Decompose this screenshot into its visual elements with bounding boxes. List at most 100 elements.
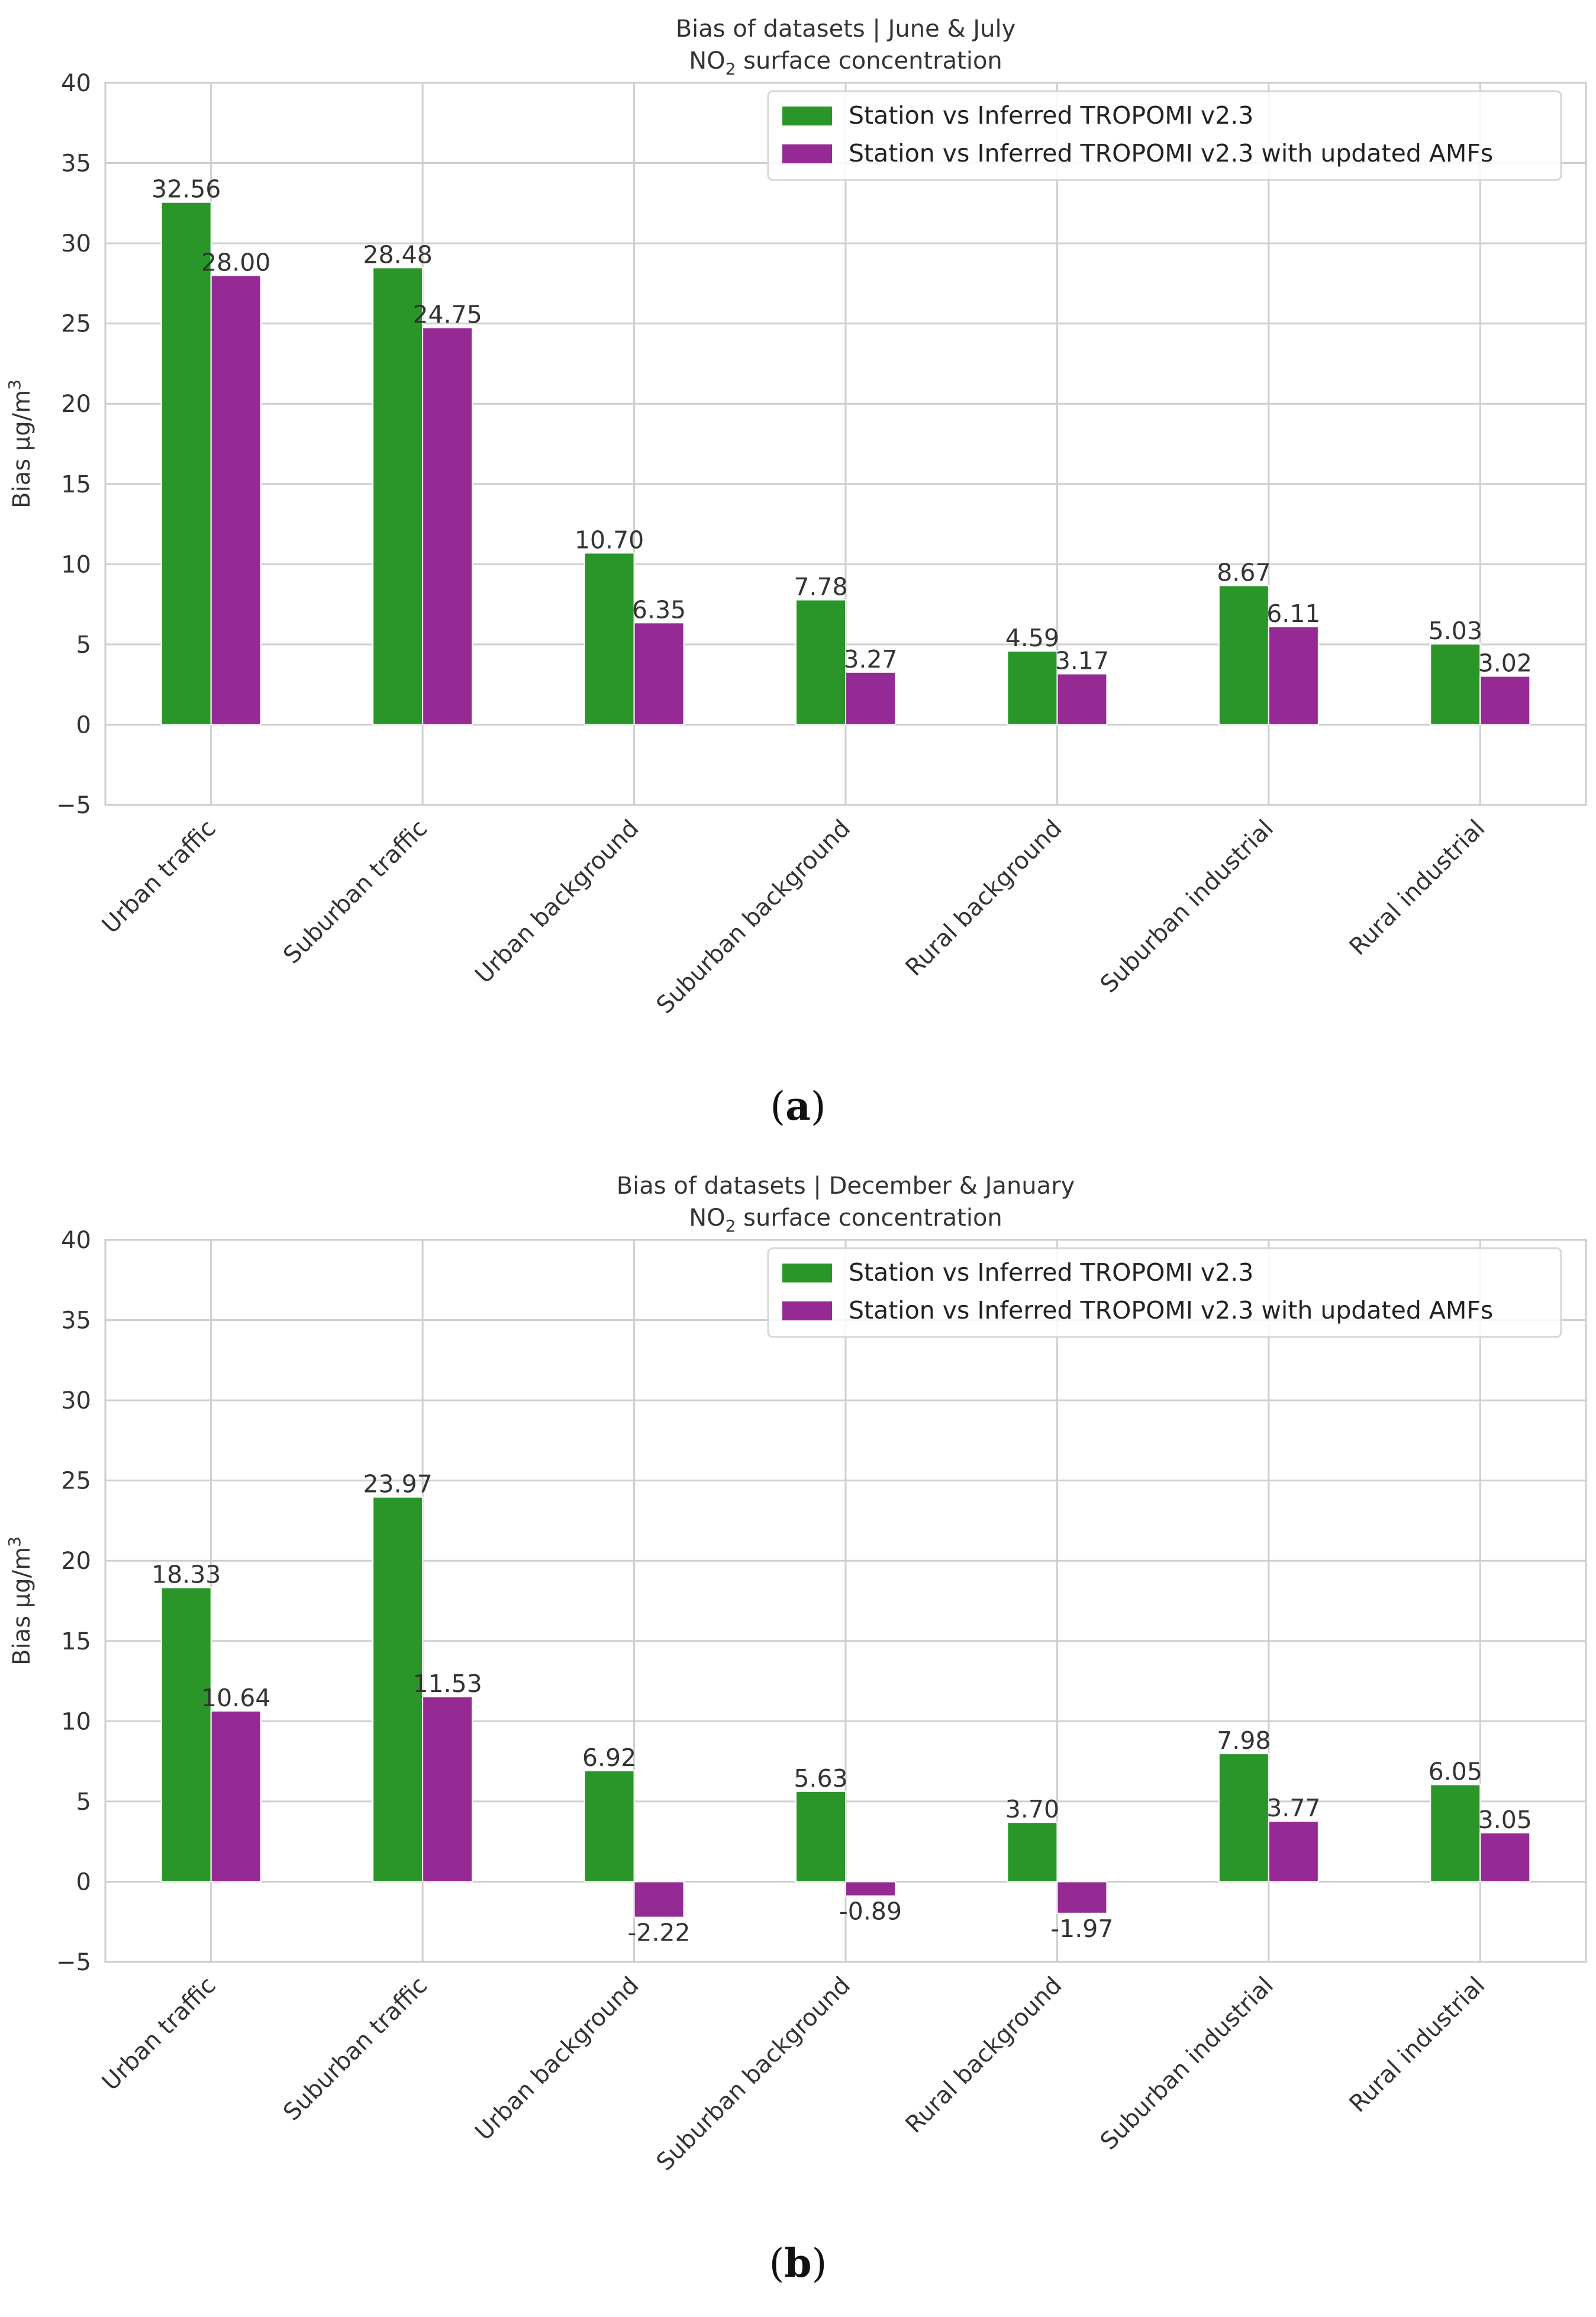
chart-1-bar-s1-0	[210, 1710, 262, 1883]
chart-1-bar-s0-0	[160, 1587, 212, 1883]
chart-1-bar-s0-6	[1430, 1784, 1481, 1883]
chart-1-value-label-s1-4: -1.97	[1050, 1915, 1113, 1943]
chart-1-legend-label-1: Station vs Inferred TROPOMI v2.3 with up…	[849, 1296, 1493, 1325]
panel-label-a: (a)	[770, 1083, 826, 1129]
chart-panel-a: Bias of datasets | June & July NO2 surfac…	[5, 15, 1587, 1129]
chart-0-bar-s1-0	[210, 275, 262, 726]
chart-0-legend	[767, 90, 1562, 181]
chart-1-subtitle: NO2 surface concentration	[689, 1204, 1002, 1236]
chart-1-bar-s0-1	[372, 1496, 424, 1883]
chart-1-title: Bias of datasets | December & January	[617, 1172, 1075, 1200]
chart-1-legend-swatch-1	[782, 1301, 832, 1320]
chart-0-value-label-s1-2: 6.35	[632, 595, 686, 624]
panel-label-b-letter: b	[784, 2240, 812, 2286]
chart-1-value-label-s0-3: 5.63	[794, 1764, 847, 1793]
chart-0-value-label-s0-4: 4.59	[1005, 624, 1059, 652]
chart-0-value-label-s0-2: 10.70	[575, 526, 644, 554]
chart-1-ytick-label: 10	[61, 1708, 91, 1735]
chart-1-xtick-label-0: Urban traffic	[97, 1972, 221, 2096]
chart-0-bar-s0-5	[1218, 585, 1269, 726]
chart-0-bar-s0-6	[1430, 643, 1481, 726]
chart-1-bar-s1-1	[422, 1696, 473, 1883]
chart-1-value-label-s1-2: -2.22	[628, 1919, 691, 1947]
chart-1-ytick-label: 35	[61, 1307, 91, 1335]
chart-0-legend-label-1: Station vs Inferred TROPOMI v2.3 with up…	[849, 139, 1493, 167]
chart-0-value-label-s0-6: 5.03	[1429, 617, 1482, 645]
chart-1-ytick-label: 0	[76, 1868, 91, 1896]
chart-1-value-label-s0-6: 6.05	[1429, 1757, 1482, 1786]
chart-1-value-label-s1-1: 11.53	[412, 1670, 482, 1698]
chart-0-bar-s0-0	[160, 201, 212, 726]
chart-1-xtick-label-2: Urban background	[470, 1972, 644, 2146]
chart-1-legend-swatch-0	[782, 1264, 832, 1282]
chart-0-value-label-s0-0: 32.56	[151, 175, 221, 204]
chart-0-ytick-label: 35	[61, 150, 91, 178]
chart-panel-b: Bias of datasets | December & January NO2…	[0, 1157, 1596, 2317]
chart-1-bar-s1-4	[1056, 1881, 1108, 1914]
chart-0-legend-label-0: Station vs Inferred TROPOMI v2.3	[849, 101, 1253, 130]
chart-0-ytick-label: 10	[61, 551, 91, 578]
chart-0-value-label-s1-4: 3.17	[1055, 647, 1109, 675]
chart-1-value-label-s0-0: 18.33	[151, 1560, 221, 1588]
chart-0-legend-swatch-1	[782, 144, 832, 163]
chart-1-xtick-label-1: Suburban traffic	[278, 1972, 433, 2126]
chart-0-ytick-label: 25	[61, 311, 91, 338]
chart-0-bar-s0-1	[372, 267, 424, 726]
chart-1-ytick-label: 30	[61, 1387, 91, 1414]
chart-1-bar-s0-3	[795, 1790, 846, 1883]
chart-0-bar-s1-3	[845, 671, 896, 726]
chart-1-xtick-label-4: Rural background	[901, 1972, 1068, 2139]
chart-0-value-label-s1-3: 3.27	[843, 645, 897, 673]
chart-0-xtick-label-0: Urban traffic	[97, 815, 221, 939]
chart-0-xtick-label-5: Suburban industrial	[1095, 815, 1279, 998]
chart-0-xtick-label-4: Rural background	[901, 815, 1068, 982]
chart-0-ytick-label: 0	[76, 711, 91, 739]
chart-1-bar-s1-3	[845, 1881, 896, 1897]
chart-0-value-label-s1-6: 3.02	[1478, 649, 1532, 678]
chart-1-ylabel: Bias μg/m3	[5, 1536, 36, 1665]
chart-0-title: Bias of datasets | June & July	[676, 15, 1016, 43]
chart-1-value-label-s0-4: 3.70	[1005, 1795, 1059, 1823]
chart-1-value-label-s0-1: 23.97	[363, 1470, 432, 1499]
chart-1-ytick-label: 40	[61, 1227, 91, 1254]
chart-1-legend-label-0: Station vs Inferred TROPOMI v2.3	[849, 1258, 1253, 1287]
chart-0-bar-s0-2	[583, 552, 635, 726]
panel-label-a-letter: a	[785, 1083, 811, 1129]
chart-0-ylabel: Bias μg/m3	[5, 379, 36, 508]
chart-0-subtitle: NO2 surface concentration	[689, 47, 1002, 79]
chart-a-svg: Bias of datasets | June & July NO2 surfac…	[5, 15, 1587, 1019]
panel-label-b: (b)	[769, 2240, 827, 2286]
chart-1-value-label-s1-6: 3.05	[1478, 1806, 1532, 1834]
chart-0-xtick-label-2: Urban background	[470, 815, 644, 989]
chart-0-value-label-s1-5: 6.11	[1266, 600, 1320, 628]
chart-0-ytick-label: −5	[56, 792, 91, 819]
chart-0-xtick-label-1: Suburban traffic	[278, 815, 433, 969]
chart-1-bar-s1-2	[633, 1881, 685, 1918]
chart-1-ytick-label: −5	[56, 1949, 91, 1976]
chart-0-bar-s1-1	[422, 327, 473, 726]
chart-0-bar-s1-4	[1056, 673, 1108, 726]
chart-0-value-label-s1-0: 28.00	[201, 248, 270, 276]
chart-0-bar-s1-6	[1479, 675, 1531, 726]
chart-1-xtick-label-6: Rural industrial	[1344, 1972, 1491, 2118]
chart-0-legend-swatch-0	[782, 107, 832, 125]
chart-0-bar-s1-2	[633, 622, 685, 726]
chart-1-bar-s0-5	[1218, 1753, 1269, 1883]
chart-1-bar-s1-5	[1268, 1820, 1319, 1883]
chart-0-value-label-s1-1: 24.75	[412, 300, 482, 328]
chart-0-bar-s1-5	[1268, 626, 1319, 726]
chart-1-value-label-s1-5: 3.77	[1266, 1794, 1320, 1822]
chart-0-ytick-label: 40	[61, 70, 91, 97]
chart-1-ytick-label: 5	[76, 1788, 91, 1816]
chart-1-ytick-label: 20	[61, 1548, 91, 1575]
chart-0-frame	[104, 82, 1587, 806]
chart-b-svg: Bias of datasets | December & January NO2…	[5, 1172, 1587, 2176]
chart-0-value-label-s0-3: 7.78	[794, 573, 847, 601]
chart-1-frame	[104, 1239, 1587, 1963]
chart-1-bar-s0-4	[1007, 1822, 1058, 1883]
chart-0-ytick-label: 20	[61, 391, 91, 418]
chart-1-value-label-s1-0: 10.64	[201, 1684, 270, 1712]
chart-0-bar-s0-4	[1007, 650, 1058, 726]
chart-0-ytick-label: 15	[61, 471, 91, 498]
